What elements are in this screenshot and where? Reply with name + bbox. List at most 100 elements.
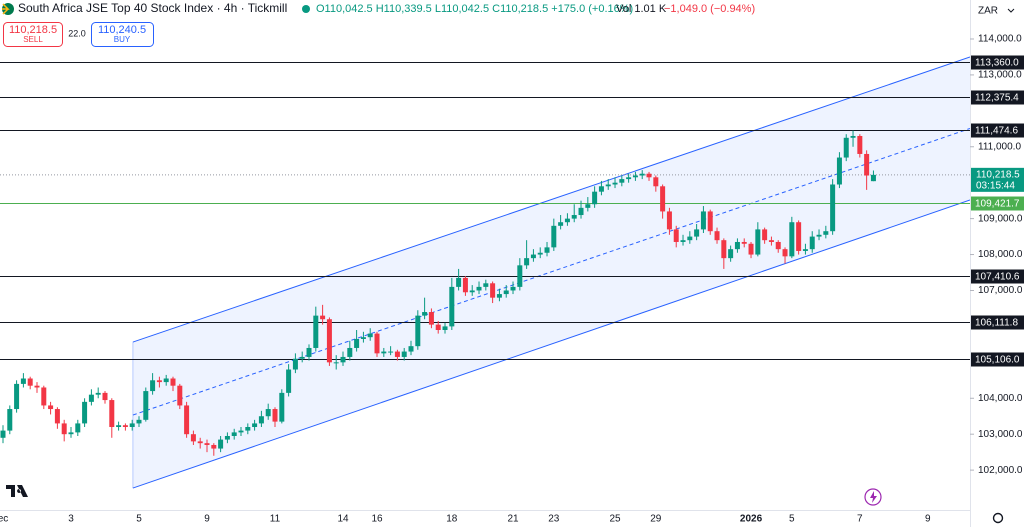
candle-body xyxy=(469,290,475,293)
candle-body xyxy=(721,240,727,259)
candle-body xyxy=(177,385,183,406)
candle-body xyxy=(88,394,94,402)
x-tick-label: ec xyxy=(0,514,8,525)
x-tick-label: 2026 xyxy=(740,514,763,525)
level-label: 111,474.6 xyxy=(975,126,1018,137)
candle-body xyxy=(700,211,706,230)
candle-body xyxy=(109,400,115,428)
candle-body xyxy=(768,240,774,242)
currency[interactable]: ZAR xyxy=(978,6,998,17)
candle-body xyxy=(741,241,747,244)
candle-body xyxy=(374,333,380,354)
level-label: 105,106.0 xyxy=(975,355,1020,366)
candle-body xyxy=(258,416,264,424)
x-tick-label: 7 xyxy=(857,514,863,525)
candle-body xyxy=(340,356,346,363)
candle-body xyxy=(34,385,40,388)
candle-body xyxy=(578,207,584,216)
candle-body xyxy=(415,315,421,347)
candle-body xyxy=(422,312,428,316)
candle-body xyxy=(170,378,176,386)
last-price-label: 110,218.5 xyxy=(976,169,1020,180)
candle-body xyxy=(762,229,768,241)
candle-body xyxy=(462,277,468,293)
x-tick-label: 3 xyxy=(68,514,74,525)
x-tick-label: 25 xyxy=(609,514,621,525)
channel-fill xyxy=(132,56,970,489)
axes: 114,000.0 113,000.0 111,000.0 109,000.0 108,… xyxy=(0,34,1024,525)
level-label-box xyxy=(971,123,1024,138)
candle-body xyxy=(224,435,230,440)
candle-body xyxy=(428,312,434,325)
buy-price[interactable]: 110,240.5 xyxy=(98,24,146,36)
alert-icon[interactable] xyxy=(864,488,882,506)
candle-body xyxy=(218,439,224,449)
candle-body xyxy=(279,392,285,422)
sell-label[interactable]: SELL xyxy=(23,35,43,44)
y-tick-label: 108,000.0 xyxy=(978,249,1023,260)
ohlc-values: O110,042.5 H110,339.5 L110,042.5 C110,21… xyxy=(316,3,633,15)
candle-body xyxy=(456,277,462,287)
candle-body xyxy=(836,157,842,185)
candle-body xyxy=(388,351,394,353)
buy-label[interactable]: BUY xyxy=(114,35,131,44)
candle-body xyxy=(122,425,128,428)
candle-body xyxy=(524,258,530,266)
x-tick-label: 18 xyxy=(446,514,458,525)
candle-body xyxy=(61,423,67,435)
settings-icon[interactable] xyxy=(992,512,1004,524)
candle-body xyxy=(626,177,632,180)
candle-body xyxy=(843,137,849,158)
x-tick-label: 21 xyxy=(507,514,519,525)
candle-body xyxy=(558,222,564,226)
candle-body xyxy=(333,362,339,364)
candle-body xyxy=(14,383,20,410)
level-label: 106,111.8 xyxy=(975,318,1018,329)
candle-body xyxy=(292,358,298,370)
sell-button[interactable] xyxy=(3,22,63,47)
candle-body xyxy=(75,423,81,433)
candle-body xyxy=(360,337,366,339)
buy-button[interactable] xyxy=(91,22,154,47)
candle-body xyxy=(571,215,577,219)
candle-body xyxy=(748,243,754,255)
currency-dropdown[interactable] xyxy=(1007,8,1015,13)
candle-body xyxy=(653,177,659,187)
candle-body xyxy=(585,204,591,208)
volume-change: −1,049.0 (−0.94%) xyxy=(664,3,755,15)
candle-body xyxy=(755,229,761,255)
y-tick-label: 113,000.0 xyxy=(978,70,1022,81)
candle-body xyxy=(632,175,638,178)
candle-body xyxy=(116,425,122,428)
candle-body xyxy=(796,222,802,251)
candle-body xyxy=(54,409,60,424)
candle-body xyxy=(347,347,353,357)
candle-body xyxy=(129,423,135,428)
candle-body xyxy=(823,231,829,235)
candle-body xyxy=(598,186,604,192)
candle-body xyxy=(816,234,822,237)
level-label-box xyxy=(971,315,1024,330)
candle-body xyxy=(435,324,441,330)
candle-body xyxy=(143,391,149,420)
sell-price[interactable]: 110,218.5 xyxy=(9,24,57,36)
candle-body xyxy=(850,135,856,138)
candle-body xyxy=(204,443,210,445)
candle-body xyxy=(830,184,836,232)
y-tick-label: 114,000.0 xyxy=(978,34,1022,45)
candle-body xyxy=(320,315,326,320)
candle-body xyxy=(41,387,47,406)
candle-body xyxy=(809,236,815,250)
candle-body xyxy=(864,153,870,176)
x-tick-label: 11 xyxy=(270,514,281,525)
candle-body xyxy=(530,254,536,259)
candle-body xyxy=(673,229,679,242)
level-label-box xyxy=(971,90,1024,105)
y-tick-label: 104,000.0 xyxy=(978,393,1023,404)
candle-body xyxy=(20,378,26,384)
channel-upper xyxy=(132,56,970,343)
candle-body xyxy=(286,369,292,393)
alert-icon-bolt[interactable] xyxy=(870,491,877,503)
